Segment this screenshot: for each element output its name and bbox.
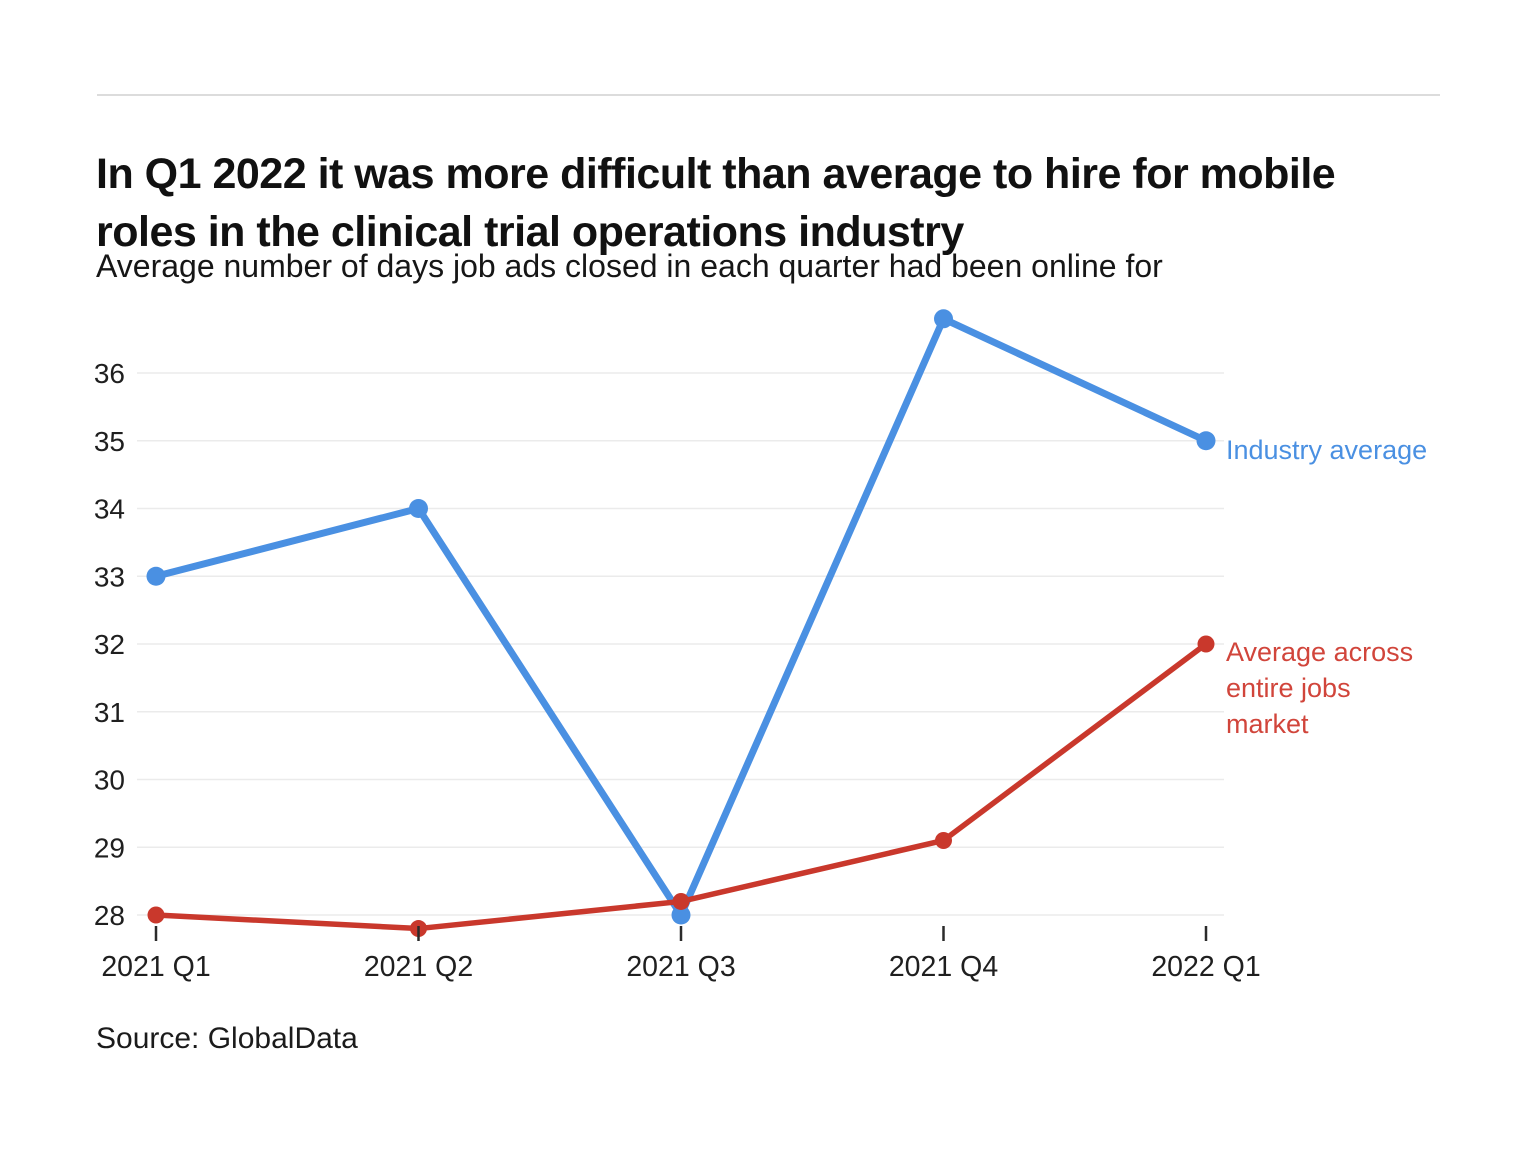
x-axis-tick-label: 2021 Q3 <box>626 951 735 983</box>
x-axis-tick-label: 2021 Q4 <box>889 951 998 983</box>
series-line-0 <box>152 315 1210 919</box>
chart-subtitle: Average number of days job ads closed in… <box>96 248 1163 284</box>
data-point-series-1 <box>935 831 952 849</box>
data-point-series-0 <box>934 309 953 329</box>
y-axis-tick-label: 35 <box>94 426 125 457</box>
source-attribution: Source: GlobalData <box>96 1022 358 1055</box>
series-label-industry-average: Industry average <box>1226 435 1428 465</box>
x-axis-tick-label: 2021 Q2 <box>364 951 473 983</box>
y-axis-tick-label: 32 <box>94 629 125 660</box>
top-divider-rule <box>97 94 1440 96</box>
y-axis-tick-label: 29 <box>94 832 125 863</box>
data-point-series-0 <box>409 499 428 518</box>
series-line-1 <box>153 641 1209 932</box>
y-axis-tick-label: 34 <box>94 494 125 525</box>
data-point-series-1 <box>672 892 690 910</box>
y-axis-tick-label: 31 <box>94 697 125 728</box>
data-point-series-1 <box>1197 635 1215 653</box>
y-axis-tick-label: 33 <box>94 561 125 592</box>
chart-title: In Q1 2022 it was more difficult than av… <box>96 149 1336 256</box>
data-point-series-0 <box>146 566 166 586</box>
y-axis-tick-label: 36 <box>94 358 125 389</box>
y-axis-tick-label: 28 <box>94 900 125 931</box>
data-point-series-1 <box>147 906 165 924</box>
data-point-series-0 <box>1196 431 1216 451</box>
y-axis-tick-label: 30 <box>94 765 125 796</box>
series-label-jobs-market-average: Average across entire jobs market <box>1226 637 1414 739</box>
x-axis-tick-label: 2022 Q1 <box>1151 951 1260 983</box>
data-point-series-0 <box>671 905 691 925</box>
x-axis-tick-label: 2021 Q1 <box>101 951 210 983</box>
